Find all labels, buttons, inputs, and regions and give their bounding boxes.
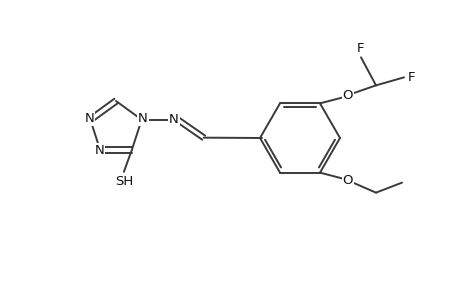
- Text: F: F: [408, 71, 415, 84]
- Text: N: N: [138, 112, 147, 125]
- Text: N: N: [84, 112, 94, 125]
- Text: O: O: [342, 89, 353, 102]
- Text: N: N: [168, 113, 178, 126]
- Text: SH: SH: [114, 175, 133, 188]
- Text: O: O: [342, 174, 353, 187]
- Text: N: N: [94, 144, 104, 157]
- Text: F: F: [357, 42, 364, 55]
